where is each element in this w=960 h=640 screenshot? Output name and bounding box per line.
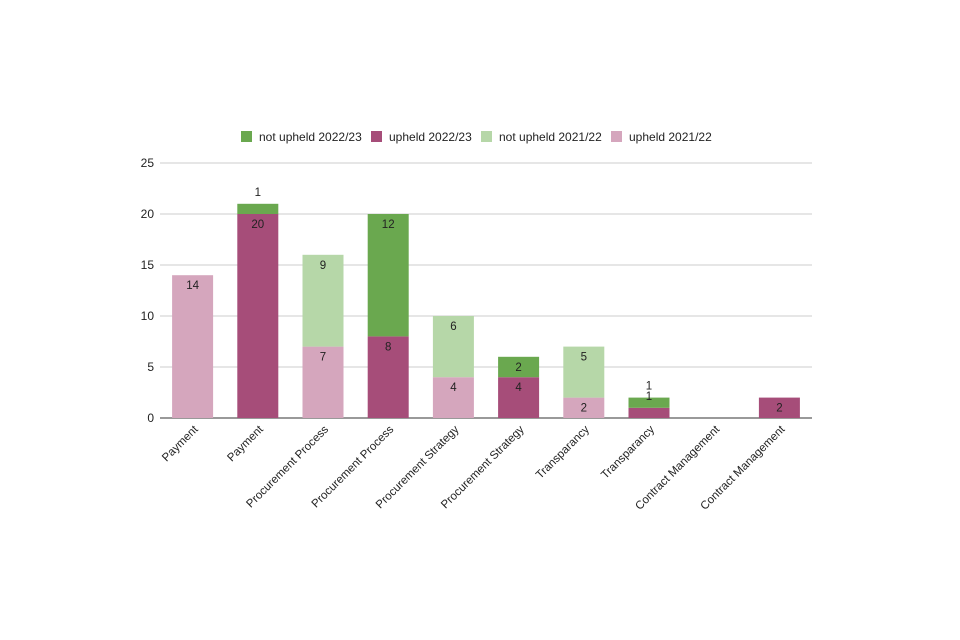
x-category-label-6: Transparancy: [534, 423, 592, 481]
data-label-4-series-2: 6: [450, 321, 456, 333]
bar-5-series-1: [498, 377, 540, 418]
y-tick-5: 5: [147, 360, 154, 374]
bar-7-series-0: [628, 397, 670, 408]
bar-6-series-3: [563, 397, 605, 418]
data-label-2-series-3: 7: [320, 352, 326, 364]
data-label-3-series-0: 12: [382, 219, 395, 231]
bar-5-series-0: [498, 356, 540, 378]
legend-label-2: not upheld 2021/22: [499, 130, 602, 144]
legend-swatch-3: [611, 131, 622, 142]
data-label-6-series-3: 2: [581, 403, 587, 415]
bar-3-series-1: [367, 336, 409, 418]
data-label-9-series-1: 2: [776, 403, 782, 415]
legend-swatch-1: [371, 131, 382, 142]
bar-4-series-2: [432, 316, 474, 378]
data-label-4-series-3: 4: [450, 382, 457, 394]
legend-label-3: upheld 2021/22: [629, 130, 712, 144]
y-tick-0: 0: [147, 411, 154, 425]
x-category-label-0: Payment: [160, 423, 201, 464]
data-label-5-series-0: 2: [515, 362, 521, 374]
bar-6-series-2: [563, 346, 605, 398]
y-axis-tick-labels: 0 5 10 15 20 25: [141, 156, 155, 425]
bar-9-series-1: [758, 397, 800, 418]
bar-4-series-3: [432, 377, 474, 418]
y-tick-10: 10: [141, 309, 155, 323]
bar-7-series-1: [628, 407, 670, 418]
bar-2-series-3: [302, 346, 344, 418]
bar-0-series-3: [172, 275, 214, 418]
bar-1-series-0: [237, 203, 279, 214]
y-tick-20: 20: [141, 207, 155, 221]
legend: not upheld 2022/23 upheld 2022/23 not uphe…: [241, 130, 712, 144]
legend-label-1: upheld 2022/23: [389, 130, 472, 144]
bars: [172, 203, 800, 418]
legend-label-0: not upheld 2022/23: [259, 130, 362, 144]
data-label-6-series-2: 5: [581, 352, 587, 364]
legend-swatch-0: [241, 131, 252, 142]
data-label-5-series-1: 4: [515, 382, 522, 394]
bar-3-series-0: [367, 214, 409, 337]
x-category-label-1: Payment: [225, 423, 266, 464]
data-label-2-series-2: 9: [320, 260, 326, 272]
x-category-label-7: Transparancy: [599, 423, 657, 481]
y-tick-25: 25: [141, 156, 155, 170]
data-label-7-series-0: 1: [646, 381, 652, 393]
data-label-3-series-1: 8: [385, 341, 391, 353]
bar-1-series-1: [237, 214, 279, 418]
y-tick-15: 15: [141, 258, 155, 272]
bar-2-series-2: [302, 254, 344, 347]
data-label-1-series-0: 1: [255, 187, 261, 199]
data-label-7-series-1: 1: [646, 391, 652, 403]
data-label-1-series-1: 20: [251, 219, 264, 231]
legend-swatch-2: [481, 131, 492, 142]
data-label-0-series-3: 14: [186, 280, 199, 292]
